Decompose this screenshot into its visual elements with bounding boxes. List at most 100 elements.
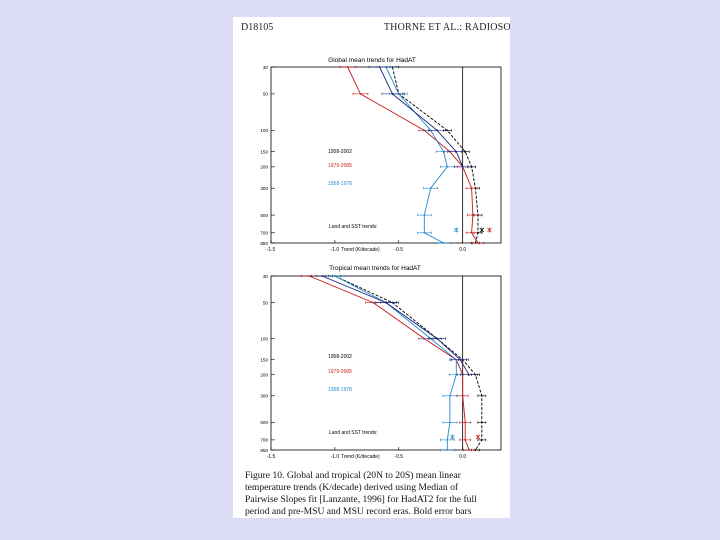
series-line xyxy=(334,275,457,450)
y-tick-label: 300 xyxy=(260,394,268,399)
chart-title: Tropical mean trends for HadAT xyxy=(329,265,421,272)
data-point xyxy=(480,438,483,441)
caption-line: period and pre-MSU and MSU record eras. … xyxy=(245,506,472,517)
y-tick-label: 30 xyxy=(263,65,269,70)
data-point xyxy=(477,231,479,234)
data-point xyxy=(423,214,426,216)
data-point xyxy=(442,150,445,153)
data-point xyxy=(442,242,445,244)
annotation-land-sst: Land and SST trends: xyxy=(329,430,378,436)
figure-10: Global mean trends for HadAT 30 50 100 150 2… xyxy=(260,57,502,460)
legend-entry: 1958-1978 xyxy=(328,181,352,187)
data-point xyxy=(461,165,464,168)
data-point xyxy=(423,231,426,234)
legend-entry: 1958-1978 xyxy=(328,387,352,393)
land-sst-marker xyxy=(475,434,481,440)
data-point xyxy=(446,438,449,441)
data-point xyxy=(333,275,336,277)
land-sst-marker xyxy=(454,227,459,233)
data-point xyxy=(448,421,451,424)
data-point xyxy=(391,92,394,95)
y-tick-label: 150 xyxy=(260,358,268,363)
data-point xyxy=(385,301,387,304)
data-point xyxy=(346,66,349,68)
data-point xyxy=(471,214,474,216)
x-tick-label: -1.5 xyxy=(267,454,276,460)
data-point xyxy=(446,449,449,451)
data-point xyxy=(359,92,362,95)
series-line xyxy=(385,66,448,244)
data-point xyxy=(378,66,381,68)
land-sst-marker xyxy=(450,434,455,440)
y-tick-label: 300 xyxy=(260,186,268,191)
x-tick-label: -1.5 xyxy=(267,247,276,253)
data-point xyxy=(459,358,462,361)
x-tick-label: -0.5 xyxy=(394,247,403,253)
data-point xyxy=(468,373,470,376)
y-tick-label: 50 xyxy=(263,300,269,305)
figure-caption: Figure 10. Global and tropical (20N to 2… xyxy=(245,470,510,518)
x-tick-label: -1.0 xyxy=(331,247,340,253)
caption-line: Figure 10. Global and tropical (20N to 2… xyxy=(245,470,461,481)
caption-line: Pairwise Slopes fit [Lanzante, 1996] for… xyxy=(245,494,477,505)
chart-tropical: Tropical mean trends for HadAT 30 50 100 15… xyxy=(260,265,502,460)
series-line xyxy=(391,66,479,244)
page-header-running-title: THORNE ET AL.: RADIOSONDE xyxy=(383,22,510,33)
data-point xyxy=(461,394,464,397)
chart-axes: 30 50 100 150 200 300 500 700 850-1.5 -1.0 -0.5 0.0 xyxy=(260,65,502,253)
x-axis-label: Trend (K/decade) xyxy=(341,454,380,460)
y-tick-label: 50 xyxy=(263,92,269,97)
paper-page: D18105 THORNE ET AL.: RADIOSONDE Global … xyxy=(233,17,510,518)
y-tick-label: 100 xyxy=(260,336,268,341)
legend-entry: 1979-2005 xyxy=(328,163,352,169)
y-tick-label: 700 xyxy=(260,231,268,236)
x-tick-label: 0.0 xyxy=(459,247,466,253)
series-line xyxy=(334,275,483,451)
y-tick-label: 850 xyxy=(260,448,268,453)
y-tick-label: 500 xyxy=(260,213,268,218)
y-tick-label: 150 xyxy=(260,150,268,155)
annotation-land-sst: Land and SST trends: xyxy=(329,224,378,230)
data-point xyxy=(446,129,449,132)
y-tick-label: 30 xyxy=(263,274,269,279)
y-tick-label: 850 xyxy=(260,241,268,246)
plot-frame xyxy=(270,275,502,451)
data-point xyxy=(480,394,483,397)
data-point xyxy=(429,187,432,190)
land-sst-marker xyxy=(487,227,492,233)
y-tick-label: 100 xyxy=(260,128,268,133)
data-point xyxy=(455,150,458,153)
data-point xyxy=(446,165,449,168)
data-point xyxy=(470,187,473,190)
y-tick-label: 200 xyxy=(260,373,268,378)
data-point xyxy=(470,231,473,234)
page-header-id: D18105 xyxy=(241,22,274,33)
data-point xyxy=(464,438,467,441)
data-point xyxy=(308,275,311,277)
y-tick-label: 700 xyxy=(260,438,268,443)
legend-entry: 1958-2002 xyxy=(328,149,352,155)
data-point xyxy=(477,242,479,244)
y-tick-label: 200 xyxy=(260,165,268,170)
y-tick-label: 500 xyxy=(260,420,268,425)
chart-title: Global mean trends for HadAT xyxy=(328,57,416,64)
x-axis-label: Trend (K/decade) xyxy=(341,247,380,253)
data-point xyxy=(436,129,439,132)
legend-entry: 1979-2005 xyxy=(328,369,352,375)
series-line xyxy=(347,66,479,244)
caption-line: temperature trends (K/decade) derived us… xyxy=(245,482,459,493)
data-point xyxy=(468,449,470,451)
land-sst-marker xyxy=(479,227,485,233)
chart-global: Global mean trends for HadAT 30 50 100 150 2… xyxy=(260,57,502,253)
x-tick-label: -0.5 xyxy=(394,454,403,460)
data-point xyxy=(455,373,458,376)
x-tick-label: -1.0 xyxy=(331,454,340,460)
data-point xyxy=(448,394,451,397)
data-point xyxy=(474,449,477,451)
x-tick-label: 0.0 xyxy=(459,454,466,460)
data-point xyxy=(372,301,375,304)
series-line xyxy=(309,275,470,451)
data-point xyxy=(436,337,439,340)
data-point xyxy=(321,275,324,277)
chart-axes: 30 50 100 150 200 300 500 700 850-1.5 -1.0 -0.5 0.0 xyxy=(260,274,502,460)
